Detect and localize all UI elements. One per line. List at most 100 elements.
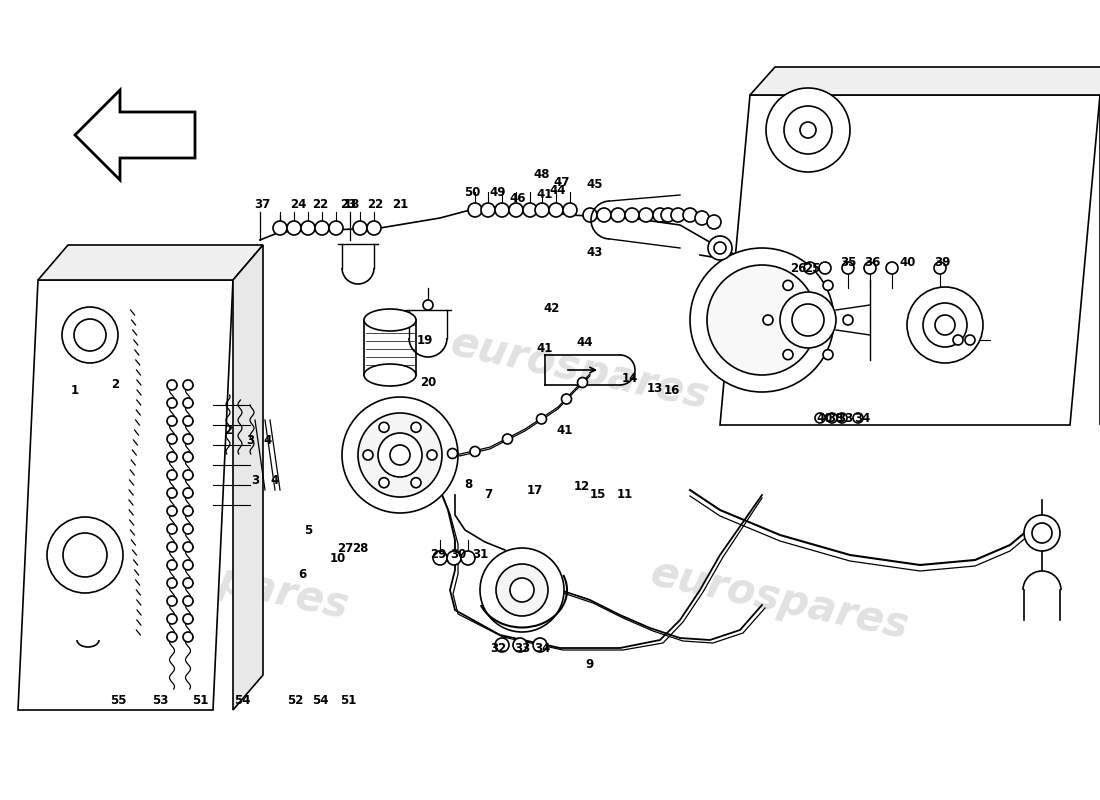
Text: 40: 40 <box>817 411 833 425</box>
Circle shape <box>287 221 301 235</box>
Circle shape <box>886 262 898 274</box>
Polygon shape <box>750 67 1100 95</box>
Circle shape <box>183 596 192 606</box>
Polygon shape <box>75 90 195 180</box>
Text: 51: 51 <box>340 694 356 706</box>
Text: 19: 19 <box>417 334 433 346</box>
Circle shape <box>167 434 177 444</box>
Circle shape <box>433 551 447 565</box>
Circle shape <box>537 414 547 424</box>
Text: 46: 46 <box>509 191 526 205</box>
Text: 53: 53 <box>152 694 168 706</box>
Circle shape <box>167 632 177 642</box>
Circle shape <box>183 380 192 390</box>
Circle shape <box>625 208 639 222</box>
Text: 3: 3 <box>251 474 260 486</box>
Circle shape <box>183 470 192 480</box>
Circle shape <box>167 506 177 516</box>
Text: 31: 31 <box>472 549 488 562</box>
Circle shape <box>447 551 461 565</box>
Circle shape <box>167 470 177 480</box>
Text: 2: 2 <box>224 423 232 437</box>
Text: 17: 17 <box>527 483 543 497</box>
Circle shape <box>47 517 123 593</box>
Circle shape <box>842 262 854 274</box>
Circle shape <box>843 315 852 325</box>
Circle shape <box>827 413 837 423</box>
Circle shape <box>578 378 587 387</box>
Text: 42: 42 <box>543 302 560 314</box>
Circle shape <box>766 88 850 172</box>
Circle shape <box>934 262 946 274</box>
Circle shape <box>707 265 817 375</box>
Text: 34: 34 <box>854 411 870 425</box>
Circle shape <box>953 335 962 345</box>
Circle shape <box>923 303 967 347</box>
Circle shape <box>424 300 433 310</box>
Circle shape <box>167 596 177 606</box>
Circle shape <box>470 446 480 457</box>
Text: 36: 36 <box>864 257 880 270</box>
Circle shape <box>513 638 527 652</box>
Circle shape <box>671 208 685 222</box>
Text: 33: 33 <box>514 642 530 654</box>
Circle shape <box>535 203 549 217</box>
Text: 16: 16 <box>663 383 680 397</box>
Text: 12: 12 <box>574 481 590 494</box>
Text: 22: 22 <box>367 198 383 211</box>
Circle shape <box>690 248 834 392</box>
Circle shape <box>653 208 667 222</box>
Circle shape <box>342 397 458 513</box>
Circle shape <box>358 413 442 497</box>
Text: 22: 22 <box>312 198 328 211</box>
Circle shape <box>763 315 773 325</box>
Circle shape <box>503 434 513 444</box>
Circle shape <box>908 287 983 363</box>
Text: 41: 41 <box>537 342 553 354</box>
Circle shape <box>534 638 547 652</box>
Text: 27: 27 <box>337 542 353 554</box>
Circle shape <box>800 122 816 138</box>
Circle shape <box>837 413 847 423</box>
Text: 41: 41 <box>537 189 553 202</box>
Circle shape <box>167 488 177 498</box>
Text: 40: 40 <box>900 257 916 270</box>
Circle shape <box>183 524 192 534</box>
Circle shape <box>509 203 522 217</box>
Circle shape <box>495 203 509 217</box>
Circle shape <box>183 506 192 516</box>
Text: 51: 51 <box>191 694 208 706</box>
Circle shape <box>183 632 192 642</box>
Text: 44: 44 <box>550 183 566 197</box>
Circle shape <box>522 203 537 217</box>
Text: 26: 26 <box>790 262 806 274</box>
Text: 21: 21 <box>392 198 408 211</box>
Circle shape <box>411 478 421 488</box>
Circle shape <box>315 221 329 235</box>
Text: 4: 4 <box>271 474 279 486</box>
Circle shape <box>167 380 177 390</box>
Circle shape <box>63 533 107 577</box>
Text: 9: 9 <box>586 658 594 671</box>
Text: 23: 23 <box>340 198 356 211</box>
Polygon shape <box>39 245 263 280</box>
Text: 25: 25 <box>804 262 821 274</box>
Circle shape <box>695 211 710 225</box>
Circle shape <box>183 488 192 498</box>
Text: eurospares: eurospares <box>447 322 713 418</box>
Text: 4: 4 <box>264 434 272 446</box>
Text: 29: 29 <box>430 549 447 562</box>
Circle shape <box>583 208 597 222</box>
Text: 34: 34 <box>534 642 550 654</box>
Text: 11: 11 <box>617 489 634 502</box>
Circle shape <box>804 262 816 274</box>
Text: 5: 5 <box>304 523 312 537</box>
Circle shape <box>329 221 343 235</box>
Text: 55: 55 <box>110 694 126 706</box>
Text: eurospares: eurospares <box>87 532 353 628</box>
Circle shape <box>965 335 975 345</box>
Text: 8: 8 <box>464 478 472 491</box>
Text: 38: 38 <box>827 411 844 425</box>
Text: 30: 30 <box>450 549 466 562</box>
Text: 54: 54 <box>311 694 328 706</box>
